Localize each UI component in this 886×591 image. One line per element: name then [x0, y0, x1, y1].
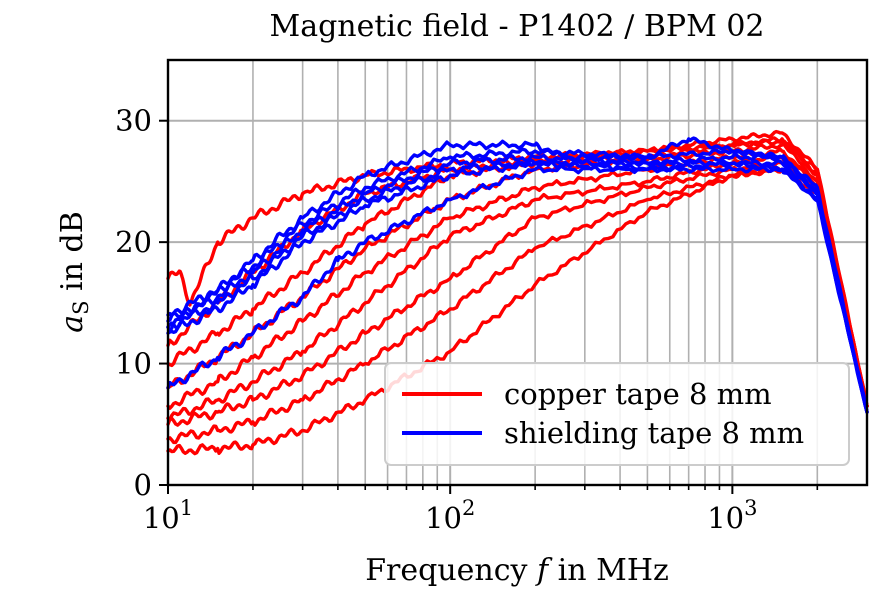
shielding-tape-line: [166, 164, 869, 414]
chart-title: Magnetic field - P1402 / BPM 02: [269, 9, 764, 44]
axis-ticks: 101 102 103 0 10 20 30: [115, 104, 819, 535]
x-tick-label: 103: [707, 496, 757, 535]
legend: copper tape 8 mm shielding tape 8 mm: [384, 362, 850, 466]
legend-label-shielding: shielding tape 8 mm: [504, 416, 804, 450]
copper-tape-line: [166, 147, 869, 410]
copper-tape-line: [166, 138, 869, 408]
y-tick-label: 0: [134, 468, 152, 502]
shielding-tape-line: [166, 147, 869, 414]
legend-box: [384, 362, 850, 466]
plot-frame: [166, 58, 869, 487]
legend-label-copper: copper tape 8 mm: [504, 377, 772, 411]
y-axis-label: aS in dB: [55, 211, 93, 333]
x-tick-label: 102: [425, 496, 475, 535]
plot-series: [166, 129, 869, 456]
y-tick-label: 10: [115, 347, 152, 381]
x-tick-label: 101: [143, 496, 193, 535]
x-axis-label: Frequency f in MHz: [365, 553, 669, 588]
y-tick-label: 30: [115, 104, 152, 138]
y-tick-label: 20: [115, 225, 152, 259]
